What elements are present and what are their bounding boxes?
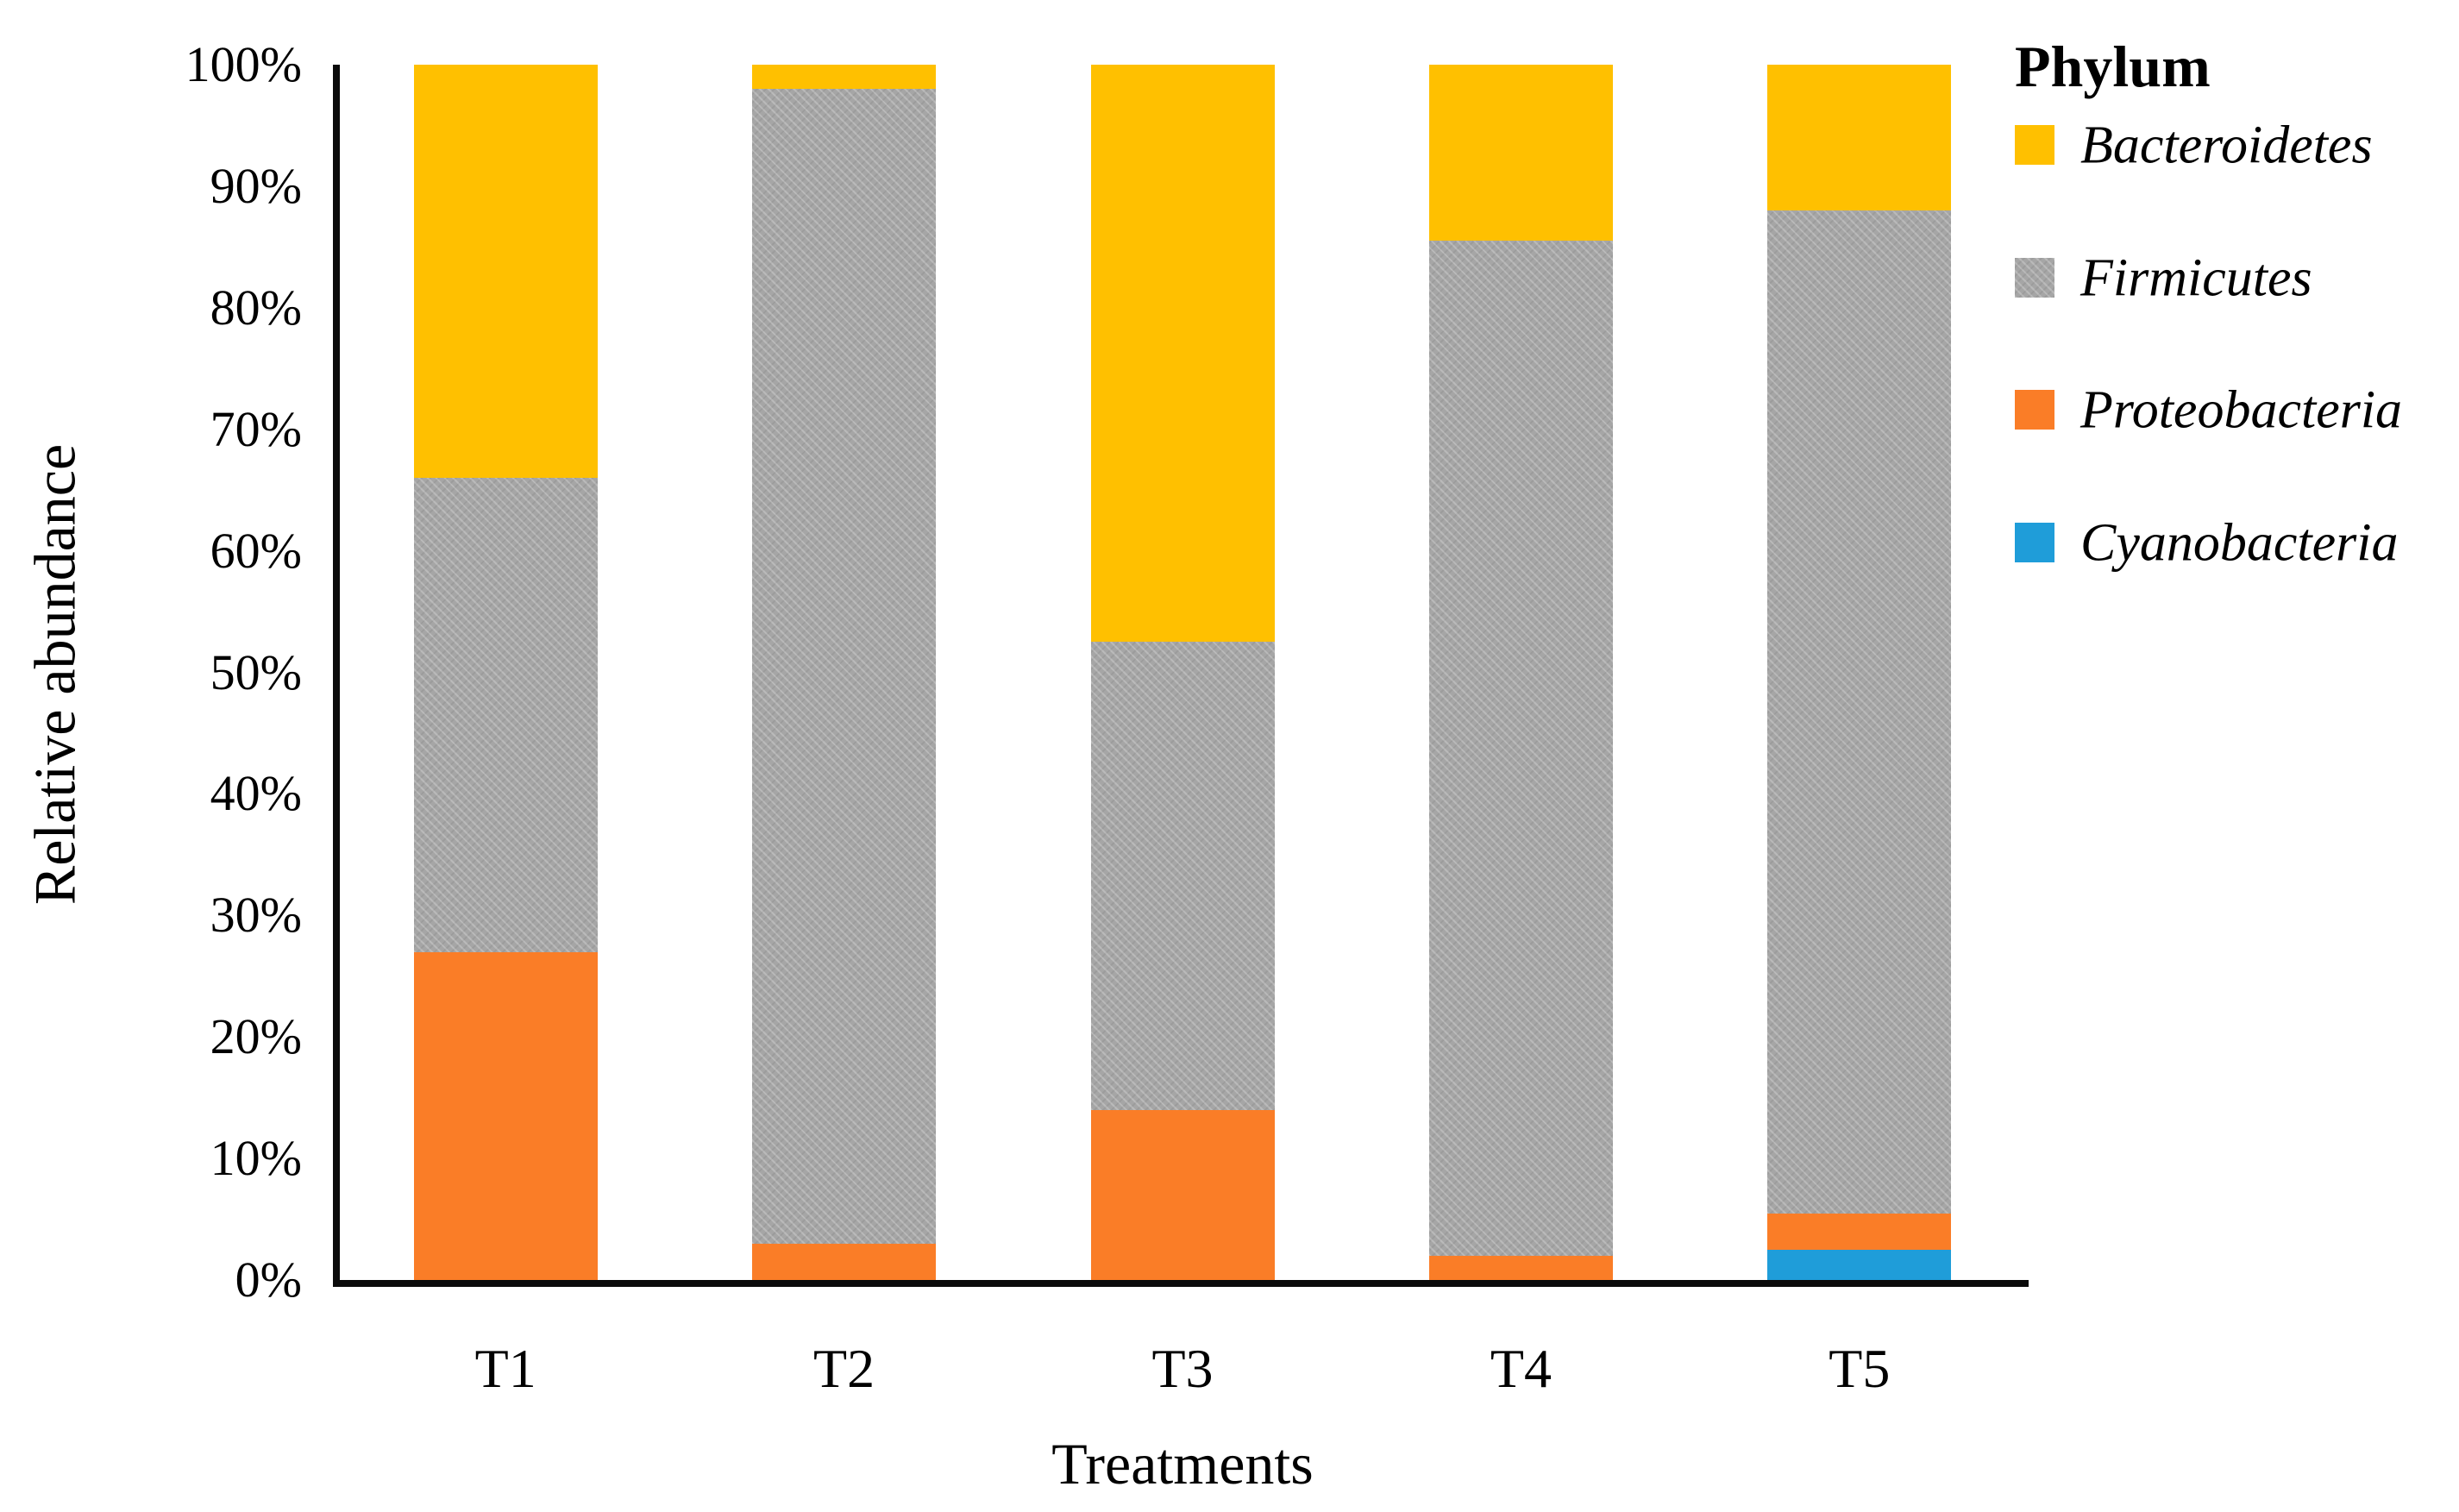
x-tick-label-t5: T5 — [1829, 1338, 1891, 1399]
bar-segment-firmicutes-t3 — [1090, 642, 1275, 1110]
bar-segment-proteobacteria-t3 — [1090, 1109, 1275, 1280]
y-axis-line — [333, 65, 340, 1287]
y-tick-label: 20% — [210, 1008, 302, 1065]
bar-segment-cyanobacteria-t5 — [1767, 1249, 1952, 1280]
bar-segment-bacteroidetes-t4 — [1428, 65, 1613, 242]
x-tick-label-t3: T3 — [1151, 1338, 1214, 1399]
bar-segment-bacteroidetes-t2 — [752, 65, 937, 90]
bar-segment-firmicutes-t2 — [752, 89, 937, 1244]
bar-segment-firmicutes-t5 — [1767, 210, 1952, 1214]
y-tick-label: 30% — [210, 887, 302, 944]
x-tick-label-t4: T4 — [1490, 1338, 1552, 1399]
legend-label-firmicutes: Firmicutes — [2080, 248, 2312, 308]
x-axis-line — [333, 1280, 2029, 1287]
legend-label-cyanobacteria: Cyanobacteria — [2080, 513, 2399, 573]
y-tick-label: 70% — [210, 400, 302, 457]
y-tick-label: 10% — [210, 1130, 302, 1187]
bar-segment-bacteroidetes-t3 — [1090, 65, 1275, 643]
legend-swatch-firmicutes — [2015, 257, 2054, 298]
legend-swatch-proteobacteria — [2015, 390, 2054, 430]
y-tick-label: 80% — [210, 279, 302, 336]
bar-segment-firmicutes-t1 — [413, 478, 598, 952]
bar-segment-proteobacteria-t5 — [1767, 1213, 1952, 1250]
bar-segment-firmicutes-t4 — [1428, 241, 1613, 1256]
bar-segment-bacteroidetes-t1 — [413, 65, 598, 479]
y-tick-label: 40% — [210, 765, 302, 822]
legend-title: Phylum — [2015, 34, 2211, 99]
y-tick-label: 50% — [210, 643, 302, 700]
legend-label-proteobacteria: Proteobacteria — [2080, 380, 2403, 440]
x-axis-title: Treatments — [1051, 1431, 1314, 1496]
x-tick-label-t2: T2 — [813, 1338, 875, 1399]
legend-label-bacteroidetes: Bacteroidetes — [2080, 116, 2373, 175]
bar-segment-proteobacteria-t2 — [752, 1243, 937, 1280]
x-tick-label-t1: T1 — [474, 1338, 536, 1399]
legend-swatch-cyanobacteria — [2015, 523, 2054, 563]
y-tick-label: 90% — [210, 157, 302, 214]
bar-segment-bacteroidetes-t5 — [1767, 65, 1952, 211]
y-tick-label: 0% — [235, 1252, 302, 1308]
y-tick-label: 60% — [210, 522, 302, 579]
legend-swatch-bacteroidetes — [2015, 125, 2054, 165]
y-tick-label: 100% — [185, 36, 302, 92]
bar-segment-proteobacteria-t4 — [1428, 1255, 1613, 1280]
bar-segment-proteobacteria-t1 — [413, 951, 598, 1280]
